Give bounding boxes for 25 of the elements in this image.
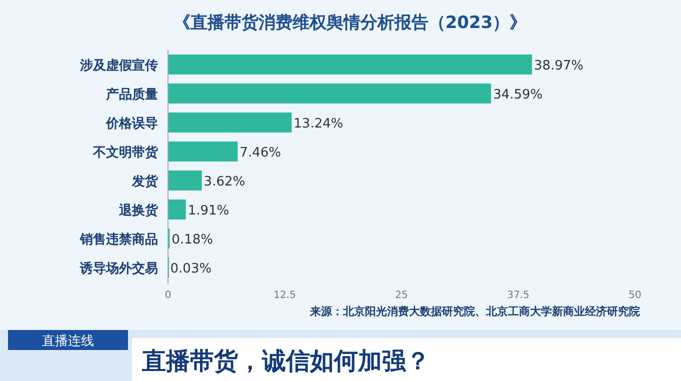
value-label: 0.03% <box>170 262 212 276</box>
tick-label: 0 <box>164 290 172 301</box>
category: 产品质量 <box>106 88 158 102</box>
category: 销售违禁商品 <box>80 232 158 248</box>
category: 诱导场外交易 <box>80 262 158 276</box>
category: 价格误导 <box>106 116 158 132</box>
tick-label: 25 <box>395 290 408 301</box>
category: 涉及虚假宣传 <box>80 58 158 74</box>
tick-label: 50 <box>628 290 642 301</box>
tick-label: 37.5 <box>507 290 530 301</box>
tick-label: 12.5 <box>274 290 296 301</box>
value-label: 34.59% <box>493 88 543 102</box>
category: 发货 <box>132 174 158 190</box>
value-label: 38.97% <box>534 58 584 74</box>
value-label: 3.62% <box>204 174 246 190</box>
annotation: 来源：北京阳光消费大数据研究院、北京工商大学新商业经济研究院 <box>310 305 640 318</box>
category: 退换货 <box>119 204 158 218</box>
value-label: 7.46% <box>240 146 281 160</box>
annotation: 直播连线 <box>42 334 94 349</box>
value-label: 0.18% <box>172 232 213 248</box>
title: 《直播带货消费维权舆情分析报告（2023）》 <box>173 13 527 33</box>
annotation: 直播带货，诚信如何加强？ <box>142 347 430 375</box>
category: 不文明带货 <box>93 146 158 160</box>
value-label: 1.91% <box>188 204 230 218</box>
value-label: 13.24% <box>294 116 344 132</box>
